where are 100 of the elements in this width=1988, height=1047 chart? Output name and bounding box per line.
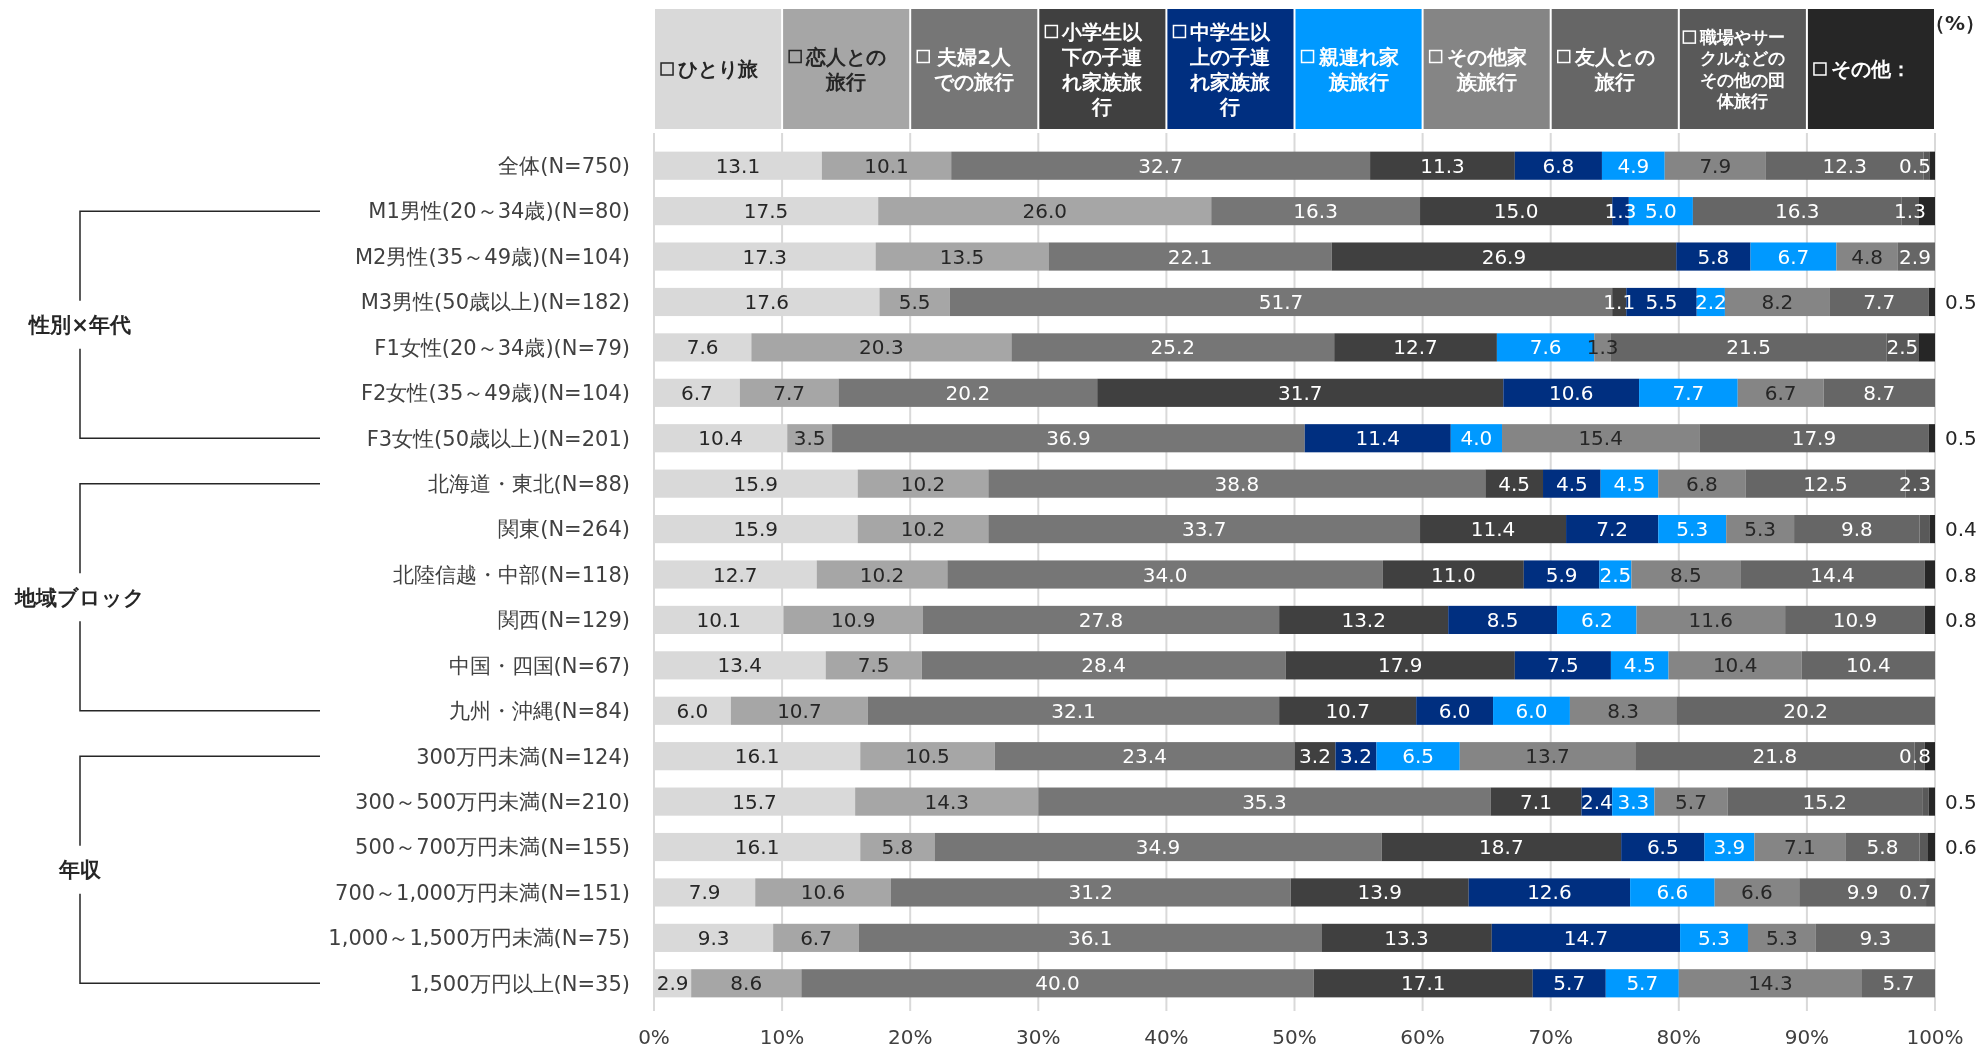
- y-tick-label: 300万円未満(N=124): [416, 744, 630, 769]
- data-label: 51.7: [1258, 289, 1304, 314]
- bar: [838, 378, 1098, 407]
- data-label: 2.9: [656, 971, 689, 996]
- data-label: 36.9: [1046, 426, 1091, 451]
- y-tick-label: F1女性(20～34歳)(N=79): [374, 335, 630, 360]
- data-label: 3.2: [1340, 744, 1372, 769]
- bar: [816, 560, 948, 589]
- data-label: 4.5: [1623, 653, 1656, 678]
- data-label: 13.3: [1384, 925, 1429, 950]
- bar: [1557, 605, 1637, 634]
- bar: [1502, 424, 1700, 453]
- data-label: 10.7: [777, 698, 822, 723]
- x-tick-label: 0%: [638, 1025, 670, 1047]
- data-label: 36.1: [1067, 925, 1113, 950]
- data-label: 17.6: [744, 289, 789, 314]
- bar: [755, 878, 891, 907]
- data-label: 18.7: [1479, 835, 1524, 860]
- bar: [1801, 651, 1935, 680]
- bar: [1918, 333, 1935, 362]
- data-label: 2.4: [1580, 789, 1613, 814]
- data-label: 40.0: [1035, 971, 1080, 996]
- bar: [860, 742, 995, 771]
- bar: [739, 378, 839, 407]
- bar: [1664, 151, 1766, 180]
- data-label: 28.4: [1081, 653, 1126, 678]
- bar: [879, 287, 950, 317]
- bar: [947, 560, 1383, 589]
- text: 性別×年代: [27, 313, 131, 338]
- data-label: 15.9: [733, 471, 779, 496]
- bar: [1928, 287, 1935, 317]
- data-label: 0.8: [1945, 562, 1977, 587]
- data-label: 12.6: [1527, 880, 1572, 905]
- bar: [857, 515, 989, 544]
- data-label: 7.6: [1529, 335, 1562, 360]
- data-label: 13.2: [1341, 607, 1386, 632]
- bar: [773, 923, 859, 952]
- data-label: 23.4: [1122, 744, 1167, 769]
- data-label: 4.0: [1460, 426, 1493, 451]
- bar: [1097, 378, 1504, 407]
- data-label: 0.5: [1945, 289, 1977, 314]
- data-label: 5.8: [1866, 835, 1899, 860]
- y-tick-label: 500～700万円未満(N=155): [355, 835, 630, 860]
- data-label: 10.9: [830, 607, 876, 632]
- data-label: 6.8: [1685, 471, 1718, 496]
- bar: [1331, 242, 1677, 271]
- bar: [1823, 378, 1935, 407]
- bar: [878, 197, 1212, 226]
- bar: [1321, 923, 1492, 952]
- data-label: 0.5: [1945, 789, 1977, 814]
- bar: [1929, 515, 1935, 544]
- data-label: 10.4: [1712, 653, 1758, 678]
- legend-label: 中学生以上の子連れ家族旅行: [1189, 19, 1272, 119]
- bar: [1785, 605, 1925, 634]
- data-label: 15.7: [732, 789, 777, 814]
- bar: [875, 242, 1049, 271]
- bar: [1861, 969, 1935, 998]
- data-label: 7.5: [857, 653, 890, 678]
- data-label: 8.3: [1607, 698, 1639, 723]
- bar: [1313, 969, 1533, 998]
- data-label: 7.9: [688, 880, 721, 905]
- bar: [1928, 424, 1935, 453]
- data-label: 13.5: [939, 244, 985, 269]
- data-label: 4.5: [1613, 471, 1646, 496]
- data-label: 8.6: [730, 971, 763, 996]
- data-label: 10.6: [1548, 380, 1594, 405]
- data-label: 10.2: [900, 471, 946, 496]
- data-label: 0.8: [1899, 744, 1931, 769]
- data-label: 5.3: [1698, 925, 1730, 950]
- bar: [1836, 242, 1898, 271]
- data-label: 17.9: [1791, 426, 1837, 451]
- data-label: 15.9: [733, 517, 779, 542]
- bar: [1621, 832, 1705, 862]
- data-label: 26.9: [1481, 244, 1527, 269]
- data-label: 6.8: [1542, 153, 1575, 178]
- bar: [1714, 878, 1800, 907]
- data-label: 15.4: [1578, 426, 1623, 451]
- bar: [1285, 651, 1515, 680]
- data-label: 1.3: [1604, 199, 1637, 224]
- bar: [1737, 378, 1824, 407]
- y-tick-label: 300～500万円未満(N=210): [355, 789, 630, 814]
- data-label: 34.9: [1135, 835, 1181, 860]
- bar: [1048, 242, 1332, 271]
- data-label: 33.7: [1181, 517, 1227, 542]
- data-label: 0.8: [1945, 607, 1977, 632]
- data-label: 10.1: [696, 607, 741, 632]
- bar: [1636, 605, 1786, 634]
- y-tick-label: F3女性(50歳以上)(N=201): [366, 426, 630, 451]
- data-label: 17.9: [1377, 653, 1423, 678]
- bar: [1924, 560, 1935, 589]
- bar: [1740, 560, 1925, 589]
- data-label: 7.6: [686, 335, 719, 360]
- bar: [1815, 923, 1935, 952]
- y-tick-label: 1,000～1,500万円未満(N=75): [328, 926, 630, 951]
- data-label: 5.7: [1882, 971, 1915, 996]
- data-label: 0.5: [1899, 153, 1931, 178]
- data-label: 6.2: [1580, 607, 1613, 632]
- data-label: 16.1: [734, 835, 780, 860]
- data-label: 2.5: [1599, 562, 1632, 587]
- data-label: 6.7: [800, 925, 832, 950]
